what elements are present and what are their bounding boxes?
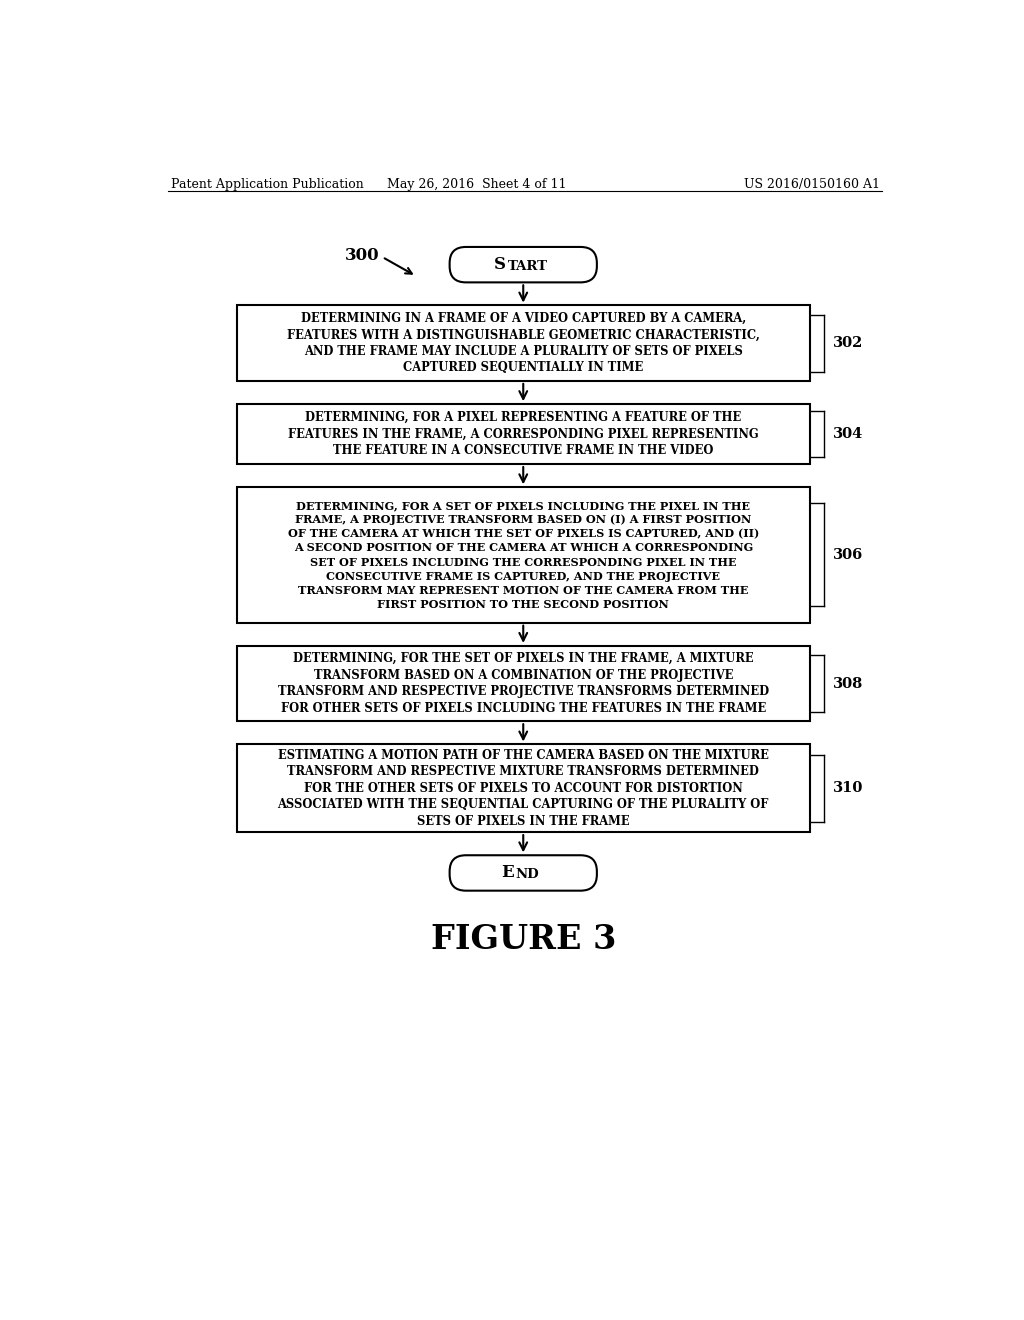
Bar [237,487,810,623]
Text: 304: 304 [834,428,863,441]
Text: DETERMINING, FOR THE SET OF PIXELS IN THE FRAME, A MIXTURE
TRANSFORM BASED ON A : DETERMINING, FOR THE SET OF PIXELS IN TH… [278,652,769,715]
Text: Patent Application Publication: Patent Application Publication [171,178,364,190]
Bar [237,404,810,465]
FancyBboxPatch shape [450,855,597,891]
Text: DETERMINING, FOR A SET OF PIXELS INCLUDING THE PIXEL IN THE
FRAME, A PROJECTIVE : DETERMINING, FOR A SET OF PIXELS INCLUDI… [288,500,759,610]
Text: May 26, 2016  Sheet 4 of 11: May 26, 2016 Sheet 4 of 11 [387,178,566,190]
Text: US 2016/0150160 A1: US 2016/0150160 A1 [743,178,880,190]
Text: S: S [494,256,506,273]
FancyBboxPatch shape [450,247,597,282]
Text: 308: 308 [834,677,863,690]
Text: E: E [502,865,514,882]
Bar [237,305,810,381]
Bar [237,744,810,832]
Text: 300: 300 [345,247,380,264]
Text: TART: TART [508,260,548,273]
Bar [237,645,810,721]
Text: 306: 306 [834,548,863,562]
Text: DETERMINING, FOR A PIXEL REPRESENTING A FEATURE OF THE
FEATURES IN THE FRAME, A : DETERMINING, FOR A PIXEL REPRESENTING A … [288,411,759,457]
Text: FIGURE 3: FIGURE 3 [430,923,616,956]
Text: ESTIMATING A MOTION PATH OF THE CAMERA BASED ON THE MIXTURE
TRANSFORM AND RESPEC: ESTIMATING A MOTION PATH OF THE CAMERA B… [278,748,769,828]
Text: 310: 310 [834,781,863,795]
Text: ND: ND [515,869,539,880]
Text: DETERMINING IN A FRAME OF A VIDEO CAPTURED BY A CAMERA,
FEATURES WITH A DISTINGU: DETERMINING IN A FRAME OF A VIDEO CAPTUR… [287,312,760,375]
Text: 302: 302 [834,337,863,350]
